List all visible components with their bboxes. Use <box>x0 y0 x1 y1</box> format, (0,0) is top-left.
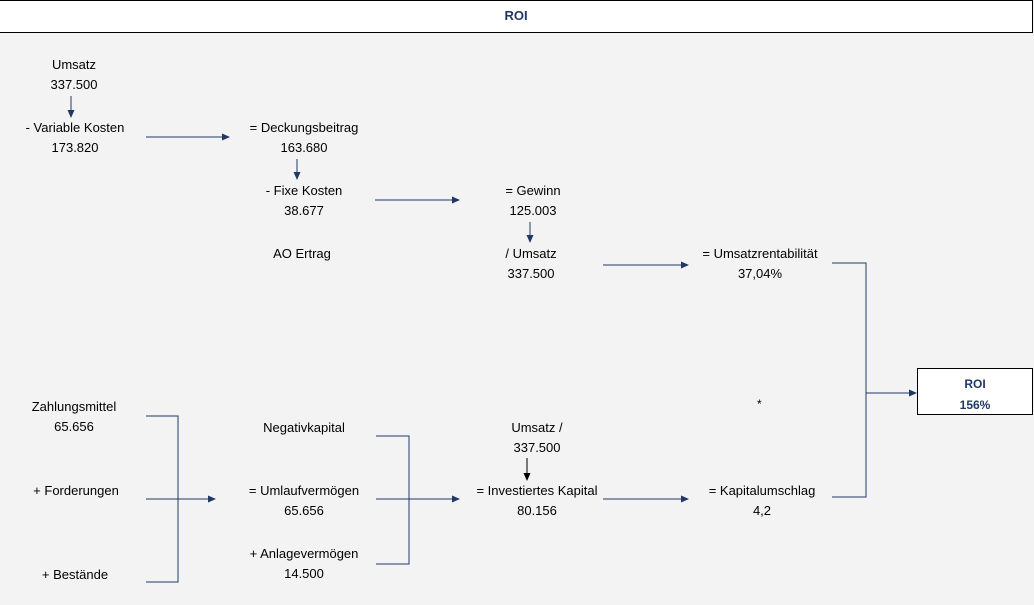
node-value: 80.156 <box>517 503 557 518</box>
node-umsatz-2: Umsatz / 337.500 <box>457 418 617 458</box>
node-label: - Fixe Kosten <box>265 183 343 198</box>
node-value: 37,04% <box>737 266 783 281</box>
node-negativkapital: Negativkapital <box>224 418 384 438</box>
bracket-roi <box>832 262 867 498</box>
node-label: = Investiertes Kapital <box>476 483 598 498</box>
node-ao-ertrag: AO Ertrag <box>222 244 382 264</box>
node-label: = Gewinn <box>505 183 561 198</box>
node-zahlungsmittel: Zahlungsmittel 65.656 <box>0 397 154 437</box>
node-value: 337.500 <box>50 77 98 92</box>
node-label: = Umlaufvermögen <box>248 483 360 498</box>
multiply-symbol: * <box>757 397 762 411</box>
node-label: = Deckungsbeitrag <box>249 120 359 135</box>
bracket-kapital <box>376 435 410 565</box>
node-fixe-kosten: - Fixe Kosten 38.677 <box>224 181 384 221</box>
node-variable-kosten: - Variable Kosten 173.820 <box>0 118 155 158</box>
node-label: Negativkapital <box>263 420 345 435</box>
node-value: 173.820 <box>51 140 99 155</box>
node-label: Zahlungsmittel <box>31 399 117 414</box>
node-label: + Bestände <box>41 567 109 582</box>
roi-value: 156% <box>959 398 991 412</box>
node-value: 4,2 <box>752 503 772 518</box>
node-label: = Kapitalumschlag <box>708 483 816 498</box>
header-bar: ROI <box>0 0 1033 33</box>
roi-result-box: ROI 156% <box>917 368 1033 415</box>
node-value: 65.656 <box>284 503 324 518</box>
node-value: 163.680 <box>280 140 328 155</box>
node-value: 65.656 <box>54 419 94 434</box>
node-label: + Anlagevermögen <box>249 546 359 561</box>
node-label: Umsatz <box>51 57 97 72</box>
node-umlaufvermoegen: = Umlaufvermögen 65.656 <box>224 481 384 521</box>
node-gewinn: = Gewinn 125.003 <box>453 181 613 221</box>
node-value: 337.500 <box>507 266 555 281</box>
node-kapitalumschlag: = Kapitalumschlag 4,2 <box>682 481 842 521</box>
node-forderungen: + Forderungen <box>0 481 156 501</box>
node-investiertes-kapital: = Investiertes Kapital 80.156 <box>457 481 617 521</box>
node-bestaende: + Bestände <box>0 565 155 585</box>
node-label: - Variable Kosten <box>25 120 125 135</box>
roi-label: ROI <box>964 377 986 391</box>
node-deckungsbeitrag: = Deckungsbeitrag 163.680 <box>224 118 384 158</box>
node-value: 125.003 <box>509 203 557 218</box>
node-div-umsatz: / Umsatz 337.500 <box>451 244 611 284</box>
node-label: = Umsatzrentabilität <box>702 246 818 261</box>
node-value: 337.500 <box>513 440 561 455</box>
node-value: 14.500 <box>284 566 324 581</box>
node-umsatzrentabilitaet: = Umsatzrentabilität 37,04% <box>680 244 840 284</box>
node-umsatz: Umsatz 337.500 <box>0 55 154 95</box>
page-title: ROI <box>504 8 528 23</box>
node-label: + Forderungen <box>33 483 119 498</box>
node-label: AO Ertrag <box>273 246 331 261</box>
node-anlagevermoegen: + Anlagevermögen 14.500 <box>224 544 384 584</box>
node-label: / Umsatz <box>505 246 557 261</box>
node-value: 38.677 <box>284 203 324 218</box>
node-label: Umsatz / <box>511 420 563 435</box>
